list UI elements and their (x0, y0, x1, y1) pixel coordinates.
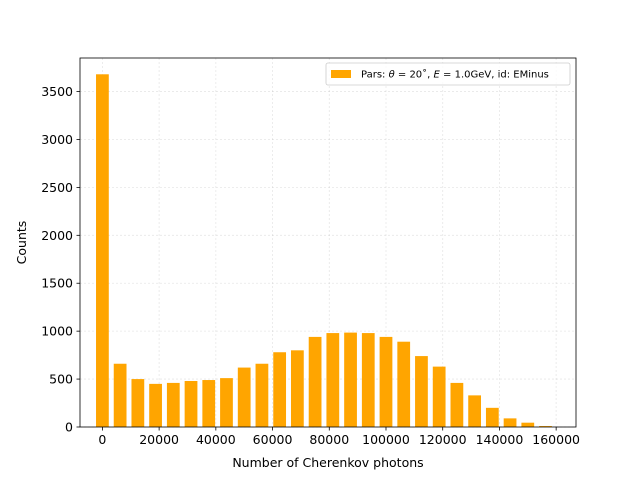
y-tick-label: 0 (65, 420, 73, 435)
bar (379, 336, 393, 427)
y-tick-label: 500 (49, 372, 73, 387)
x-tick-label: 0 (98, 432, 106, 447)
x-tick-label: 160000 (532, 432, 580, 447)
x-tick-label: 20000 (139, 432, 179, 447)
y-axis-ticks: 0 500 1000 1500 2000 2500 3000 3500 (41, 84, 80, 435)
legend: Pars: θ = 20˚, E = 1.0GeV, id: EMinus (325, 62, 571, 86)
y-tick-label: 2000 (41, 228, 73, 243)
y-axis-label: Counts (14, 221, 29, 265)
bar (202, 380, 216, 427)
bar (96, 74, 109, 427)
plot-frame (79, 57, 577, 428)
bar (344, 332, 357, 427)
bar (308, 336, 322, 427)
bar (539, 426, 552, 427)
bar (503, 418, 517, 427)
bar (113, 363, 127, 427)
legend-prefix: Pars: (361, 70, 389, 81)
bar (521, 422, 535, 427)
bar (468, 395, 481, 427)
x-tick-label: 100000 (362, 432, 410, 447)
bar (397, 341, 411, 427)
y-tick-label: 3000 (41, 132, 73, 147)
x-axis-label: Number of Cherenkov photons (232, 455, 423, 470)
bar (485, 407, 499, 427)
legend-energy-value: = 1.0GeV, id: EMinus (440, 70, 549, 81)
bar (166, 382, 180, 427)
y-tick-label: 1500 (41, 276, 73, 291)
y-tick-label: 3500 (41, 84, 73, 99)
bar (237, 367, 251, 427)
legend-energy-symbol: E (434, 70, 441, 81)
legend-box (325, 62, 571, 86)
legend-swatch (331, 70, 351, 78)
x-tick-label: 80000 (309, 432, 349, 447)
bar (450, 382, 464, 427)
legend-theta-value: = 20˚, (395, 69, 434, 81)
x-tick-label: 60000 (253, 432, 293, 447)
x-axis-ticks: 0 20000 40000 60000 80000 100000 120000 140000 1… (98, 427, 580, 447)
bar (361, 333, 375, 427)
bar (255, 363, 269, 427)
legend-label: Pars: θ = 20˚, E = 1.0GeV, id: EMinus (361, 69, 549, 81)
y-tick-label: 1000 (41, 324, 73, 339)
x-tick-label: 140000 (476, 432, 524, 447)
bar (273, 352, 287, 427)
bar (326, 333, 340, 427)
y-tick-label: 2500 (41, 180, 73, 195)
x-tick-label: 40000 (196, 432, 236, 447)
bar (432, 366, 446, 427)
bar (149, 383, 162, 427)
legend-theta-symbol: θ (389, 70, 395, 81)
bars (96, 74, 552, 427)
bar (415, 356, 428, 427)
bar (131, 379, 145, 427)
bar (220, 378, 233, 427)
bar (184, 380, 198, 427)
x-tick-label: 120000 (419, 432, 467, 447)
bar (290, 350, 304, 427)
